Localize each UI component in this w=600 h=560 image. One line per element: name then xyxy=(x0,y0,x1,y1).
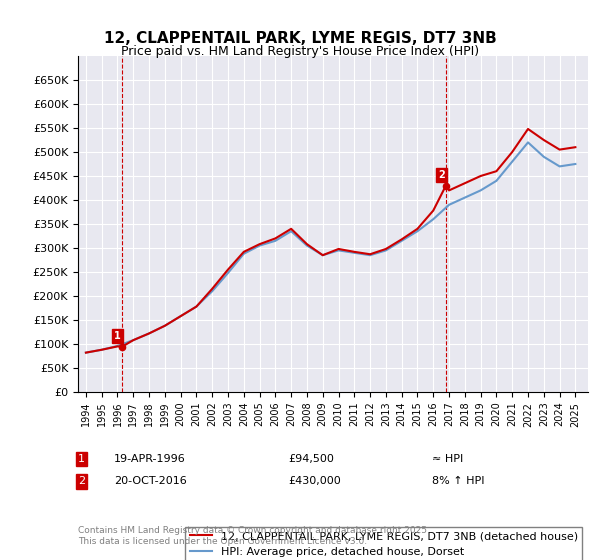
Text: 20-OCT-2016: 20-OCT-2016 xyxy=(114,477,187,487)
Text: 2: 2 xyxy=(78,477,85,487)
Text: 12, CLAPPENTAIL PARK, LYME REGIS, DT7 3NB: 12, CLAPPENTAIL PARK, LYME REGIS, DT7 3N… xyxy=(104,31,496,46)
Point xyxy=(441,181,451,190)
Text: 8% ↑ HPI: 8% ↑ HPI xyxy=(432,477,485,487)
Text: 2: 2 xyxy=(438,170,445,180)
Text: £430,000: £430,000 xyxy=(288,477,341,487)
Legend: 12, CLAPPENTAIL PARK, LYME REGIS, DT7 3NB (detached house), HPI: Average price, : 12, CLAPPENTAIL PARK, LYME REGIS, DT7 3N… xyxy=(185,527,583,560)
Text: 1: 1 xyxy=(78,454,85,464)
Point xyxy=(118,342,127,351)
Text: Contains HM Land Registry data © Crown copyright and database right 2025.
This d: Contains HM Land Registry data © Crown c… xyxy=(78,526,430,546)
Text: 19-APR-1996: 19-APR-1996 xyxy=(114,454,186,464)
Text: £94,500: £94,500 xyxy=(288,454,334,464)
Text: Price paid vs. HM Land Registry's House Price Index (HPI): Price paid vs. HM Land Registry's House … xyxy=(121,45,479,58)
Text: 1: 1 xyxy=(115,332,121,342)
Text: ≈ HPI: ≈ HPI xyxy=(432,454,463,464)
